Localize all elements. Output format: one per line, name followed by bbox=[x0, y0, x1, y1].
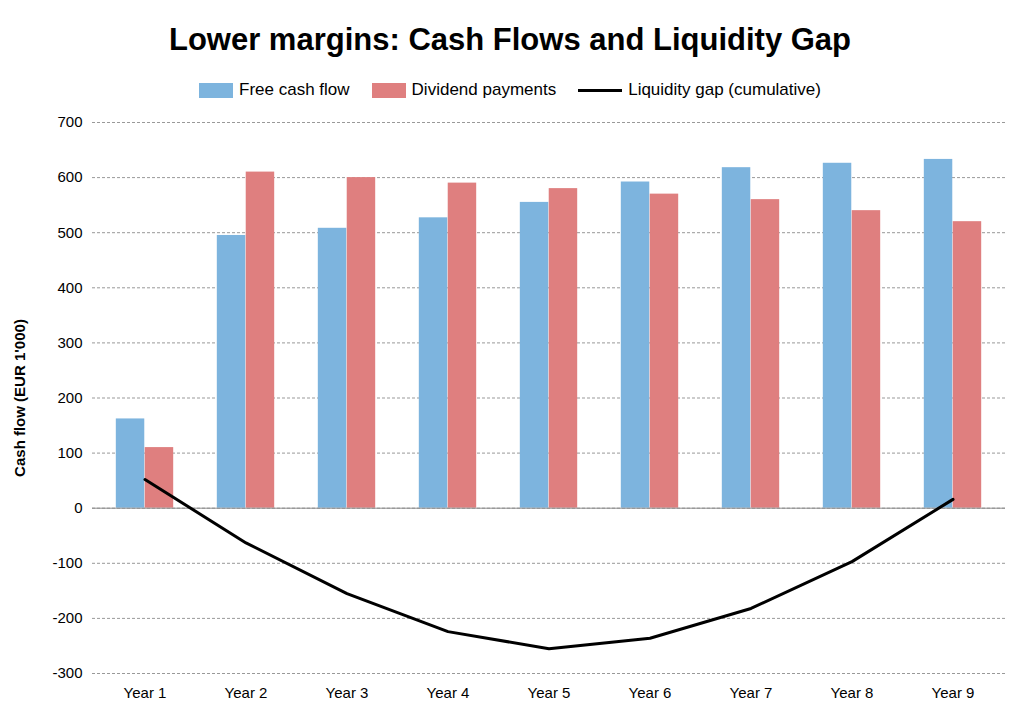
svg-text:Year 7: Year 7 bbox=[730, 684, 773, 701]
svg-text:-300: -300 bbox=[52, 664, 82, 681]
svg-text:0: 0 bbox=[74, 499, 82, 516]
svg-text:700: 700 bbox=[57, 113, 82, 130]
svg-text:Cash flow (EUR 1'000): Cash flow (EUR 1'000) bbox=[11, 319, 28, 477]
svg-text:400: 400 bbox=[57, 279, 82, 296]
html-text:Dividend payments: Dividend payments bbox=[411, 80, 557, 99]
svg-text:500: 500 bbox=[57, 224, 82, 241]
svg-text:200: 200 bbox=[57, 389, 82, 406]
svg-text:Year 4: Year 4 bbox=[427, 684, 470, 701]
svg-text:Year 6: Year 6 bbox=[629, 684, 672, 701]
svg-text:Year 9: Year 9 bbox=[932, 684, 975, 701]
svg-text:600: 600 bbox=[57, 168, 82, 185]
svg-text:100: 100 bbox=[57, 444, 82, 461]
svg-text:-200: -200 bbox=[52, 609, 82, 626]
svg-text:Year 5: Year 5 bbox=[528, 684, 571, 701]
svg-text:300: 300 bbox=[57, 334, 82, 351]
html-text:Lower margins: Cash Flows and: Lower margins: Cash Flows and Liquidity … bbox=[169, 22, 851, 57]
svg-text:Year 8: Year 8 bbox=[831, 684, 874, 701]
svg-text:-100: -100 bbox=[52, 554, 82, 571]
svg-text:Year 3: Year 3 bbox=[326, 684, 369, 701]
html-text:Free cash flow: Free cash flow bbox=[239, 80, 350, 99]
html-text:Liquidity gap (cumulative): Liquidity gap (cumulative) bbox=[628, 80, 821, 99]
svg-text:Year 2: Year 2 bbox=[225, 684, 268, 701]
svg-text:Year 1: Year 1 bbox=[124, 684, 167, 701]
